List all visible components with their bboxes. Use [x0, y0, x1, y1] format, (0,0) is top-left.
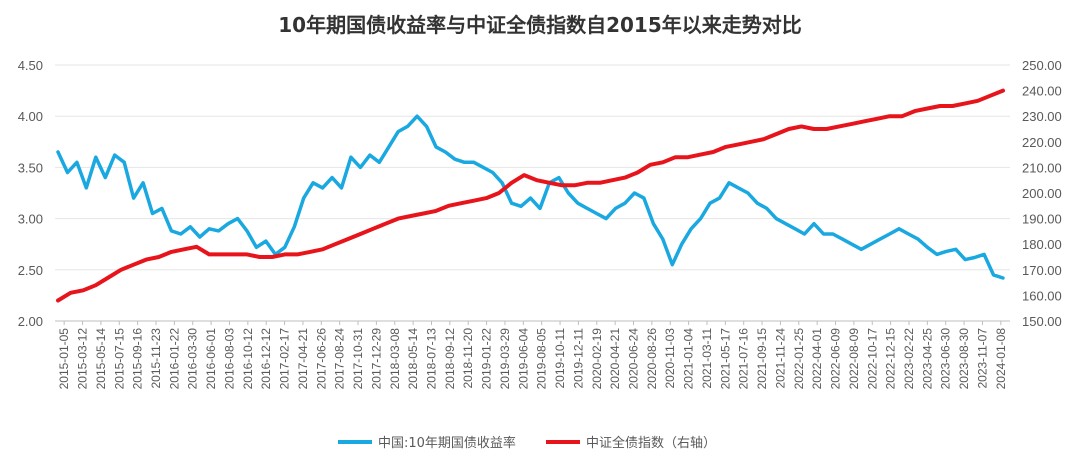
- x-tick-label: 2018-03-08: [388, 328, 402, 390]
- x-tick-label: 2022-08-09: [847, 328, 861, 390]
- x-tick-label: 2023-11-07: [975, 328, 989, 389]
- x-tick-label: 2017-08-24: [333, 328, 347, 390]
- x-tick-label: 2018-05-14: [406, 328, 420, 390]
- x-tick-label: 2023-06-30: [939, 328, 953, 390]
- x-tick-label: 2021-01-04: [682, 328, 696, 390]
- y-right-tick-label: 160.00: [1022, 288, 1062, 303]
- right-axis-ticks: 150.00 160.00 170.00 180.00 190.00 200.00 210.…: [1022, 58, 1062, 329]
- x-tick-label: 2021-03-11: [700, 328, 714, 389]
- x-tick-label: 2017-04-21: [296, 328, 310, 390]
- x-tick-label: 2022-01-25: [792, 328, 806, 390]
- x-tick-label: 2015-05-14: [94, 328, 108, 390]
- x-tick-label: 2021-07-16: [737, 328, 751, 390]
- legend-label-yield: 中国:10年期国债收益率: [378, 435, 516, 451]
- x-tick-label: 2018-11-20: [461, 328, 475, 389]
- x-tick-label: 2020-06-24: [627, 328, 641, 390]
- x-tick-label: 2021-11-24: [773, 328, 787, 389]
- x-tick-label: 2022-04-01: [810, 328, 824, 390]
- y-right-tick-label: 220.00: [1022, 135, 1062, 150]
- left-axis-ticks: 2.00 2.50 3.00 3.50 4.00 4.50: [18, 58, 43, 329]
- x-tick-label: 2017-06-26: [314, 328, 328, 390]
- x-tick-label: 2020-11-03: [663, 328, 677, 389]
- x-tick-label: 2016-06-01: [204, 328, 218, 390]
- y-right-tick-label: 170.00: [1022, 263, 1062, 278]
- x-tick-label: 2016-03-30: [186, 328, 200, 390]
- x-tick-label: 2015-01-05: [57, 328, 71, 390]
- y-right-tick-label: 200.00: [1022, 186, 1062, 201]
- y-left-tick-label: 2.50: [18, 263, 43, 278]
- x-tick-label: 2017-10-31: [351, 328, 365, 390]
- x-tick-label: 2017-02-17: [278, 328, 292, 390]
- x-tick-label: 2015-11-23: [149, 328, 163, 389]
- y-right-tick-label: 150.00: [1022, 314, 1062, 329]
- x-tick-label: 2016-12-12: [259, 328, 273, 390]
- x-tick-label: 2015-07-15: [112, 328, 126, 390]
- x-tick-label: 2023-02-22: [902, 328, 916, 390]
- bond-index-line: [56, 88, 1005, 303]
- x-tick-label: 2023-08-30: [957, 328, 971, 390]
- x-tick-label: 2022-10-17: [865, 328, 879, 390]
- x-tick-label: 2022-06-09: [829, 328, 843, 390]
- x-tick-label: 2019-10-11: [553, 328, 567, 389]
- y-left-tick-label: 2.00: [18, 314, 43, 329]
- x-tick-label: 2018-09-12: [443, 328, 457, 390]
- y-left-tick-label: 3.50: [18, 160, 43, 175]
- x-tick-label: 2017-12-29: [369, 328, 383, 390]
- x-tick-label: 2020-04-21: [608, 328, 622, 390]
- x-tick-label: 2024-01-08: [994, 328, 1008, 390]
- y-left-tick-label: 3.00: [18, 212, 43, 227]
- x-tick-label: 2021-09-15: [755, 328, 769, 390]
- x-tick-label: 2016-08-03: [222, 328, 236, 390]
- x-tick-label: 2019-12-11: [571, 328, 585, 389]
- y-right-tick-label: 240.00: [1022, 84, 1062, 99]
- gridlines: [55, 64, 1010, 322]
- x-tick-label: 2020-08-26: [645, 328, 659, 390]
- y-right-tick-label: 250.00: [1022, 58, 1062, 73]
- series-lines: [56, 88, 1005, 303]
- x-tick-label: 2019-01-22: [480, 328, 494, 390]
- y-right-tick-label: 180.00: [1022, 237, 1062, 252]
- x-tick-label: 2019-03-29: [498, 328, 512, 390]
- x-tick-label: 2015-09-16: [131, 328, 145, 390]
- x-tick-label: 2023-04-25: [920, 328, 934, 390]
- y-right-tick-label: 210.00: [1022, 160, 1062, 175]
- x-tick-label: 2015-03-12: [76, 328, 90, 390]
- legend-label-index: 中证全债指数（右轴）: [586, 435, 716, 451]
- y-left-tick-label: 4.50: [18, 58, 43, 73]
- y-right-tick-label: 190.00: [1022, 212, 1062, 227]
- chart-title: 10年期国债收益率与中证全债指数自2015年以来走势对比: [278, 13, 802, 37]
- y-right-tick-label: 230.00: [1022, 109, 1062, 124]
- x-axis-ticks: 2015-01-05 2015-03-12 2015-05-14 2015-07-15…: [57, 321, 1008, 389]
- x-tick-label: 2018-07-13: [424, 328, 438, 390]
- x-tick-label: 2016-01-22: [167, 328, 181, 390]
- x-tick-label: 2021-05-17: [718, 328, 732, 390]
- x-tick-label: 2020-02-19: [590, 328, 604, 390]
- legend: 中国:10年期国债收益率 中证全债指数（右轴）: [338, 435, 716, 451]
- x-tick-label: 2022-12-15: [884, 328, 898, 390]
- x-tick-label: 2016-10-12: [241, 328, 255, 390]
- y-left-tick-label: 4.00: [18, 109, 43, 124]
- yield-line: [56, 114, 1005, 280]
- x-tick-label: 2019-08-05: [535, 328, 549, 390]
- x-tick-label: 2019-06-04: [516, 328, 530, 390]
